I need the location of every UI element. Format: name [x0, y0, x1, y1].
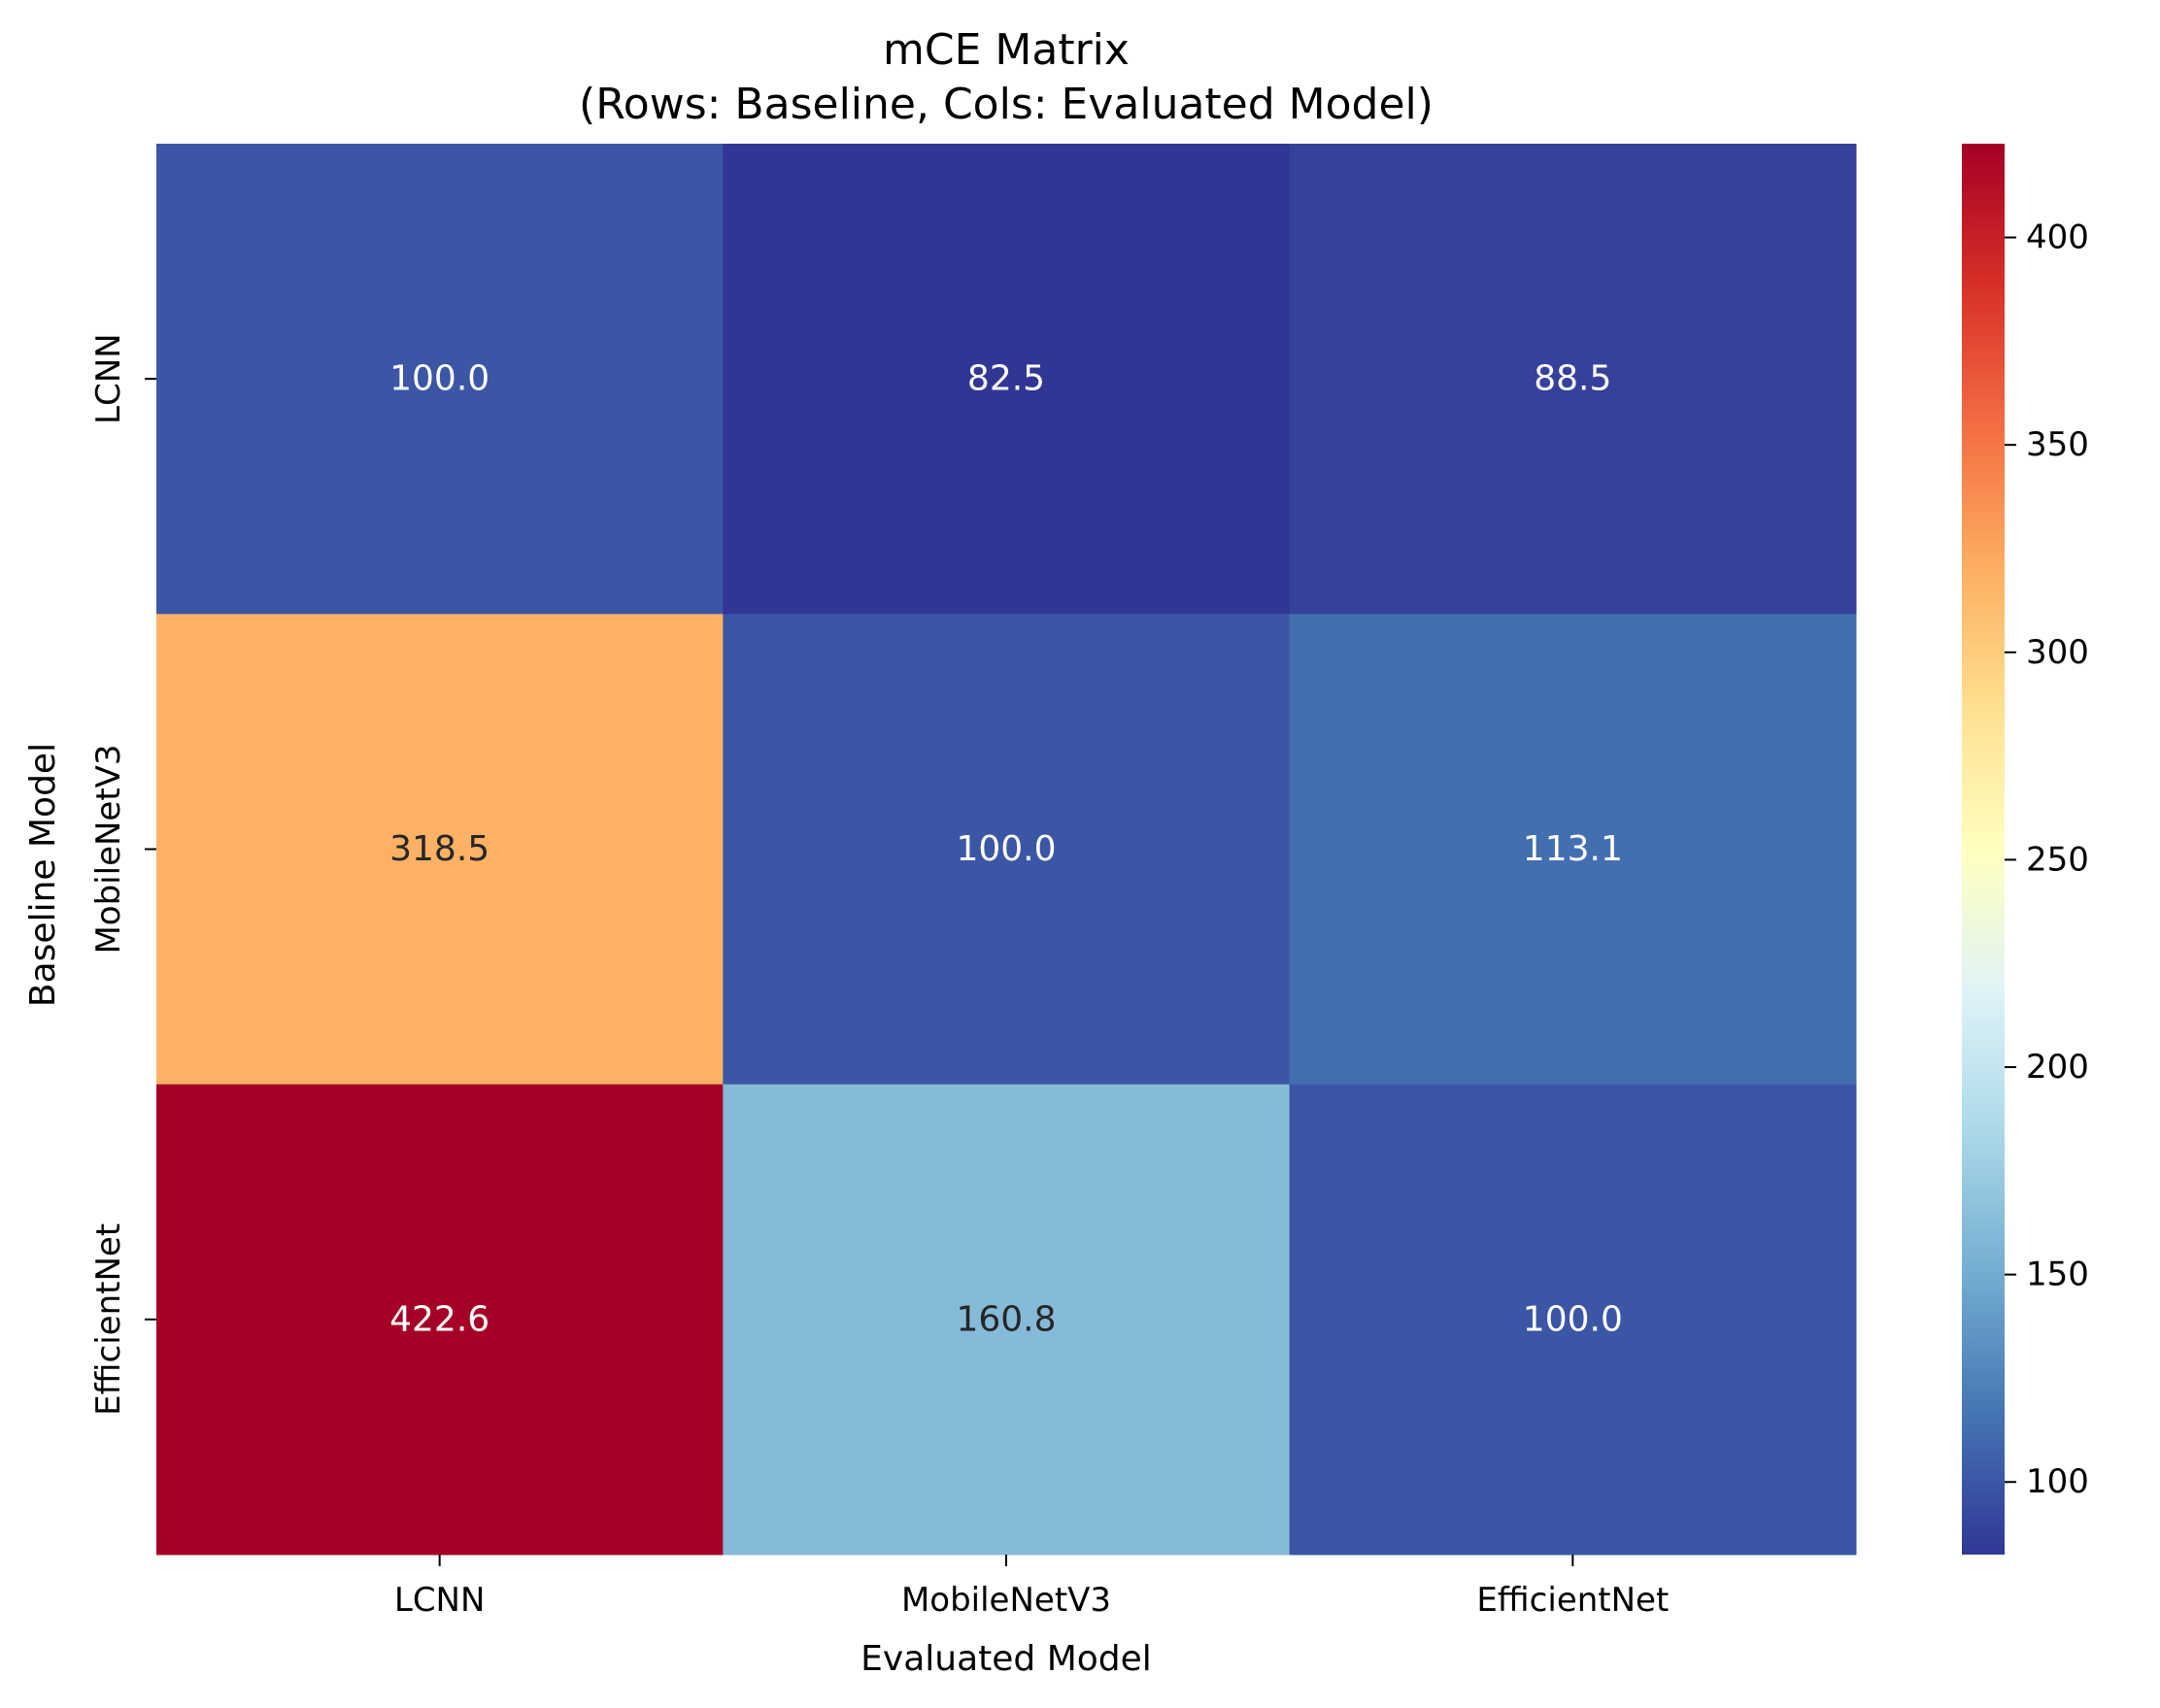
y-tick-label: MobileNetV3: [89, 744, 128, 954]
cell-value-label: 100.0: [1523, 1299, 1623, 1339]
heatmap-cell: [723, 144, 1291, 615]
x-tick-label: LCNN: [394, 1581, 486, 1620]
colorbar-tick-label: 400: [2026, 218, 2089, 257]
cell-value-label: 318.5: [389, 829, 489, 869]
colorbar-tick-label: 350: [2026, 425, 2089, 464]
cell-value-label: 160.8: [956, 1299, 1056, 1339]
cell-value-label: 422.6: [389, 1299, 489, 1339]
y-axis-label: Baseline Model: [23, 743, 63, 1007]
cell-value-label: 88.5: [1534, 359, 1611, 399]
x-axis-label: Evaluated Model: [861, 1639, 1152, 1679]
colorbar-tick-label: 300: [2026, 633, 2089, 672]
cell-value-label: 113.1: [1523, 829, 1623, 869]
colorbar-tick-label: 150: [2026, 1256, 2089, 1294]
chart-title-line-1: mCE Matrix: [883, 25, 1130, 75]
heatmap-cell: [1289, 614, 1857, 1086]
chart-title-line-2: (Rows: Baseline, Cols: Evaluated Model): [579, 80, 1434, 129]
x-tick-label: MobileNetV3: [901, 1581, 1111, 1620]
heatmap-cell: [1289, 1084, 1857, 1556]
heatmap-cell: [156, 144, 724, 615]
y-axis-ticks: LCNN MobileNetV3 EfficientNet: [89, 333, 156, 1416]
cell-value-label: 82.5: [967, 359, 1045, 399]
colorbar-tick-label: 250: [2026, 840, 2089, 879]
heatmap-cell: [723, 1084, 1291, 1556]
x-tick-label: EfficientNet: [1476, 1581, 1669, 1620]
cell-value-label: 100.0: [956, 829, 1056, 869]
heatmap-cell: [156, 614, 724, 1086]
heatmap-cell: [723, 614, 1291, 1086]
cell-value-label: 100.0: [389, 359, 489, 399]
colorbar: [1962, 144, 2005, 1555]
heatmap-cells: 100.0 82.5 88.5 318.5 100.0 113.1 422.6 160.8 10…: [156, 144, 1857, 1556]
heatmap-cell: [1289, 144, 1857, 615]
colorbar-tick-label: 100: [2026, 1462, 2089, 1501]
heatmap-cell: [156, 1084, 724, 1556]
y-tick-label: EfficientNet: [89, 1223, 128, 1416]
x-axis-ticks: LCNN MobileNetV3 EfficientNet: [394, 1555, 1669, 1620]
colorbar-ticks: 100 150 200 250 300 350 400: [2005, 218, 2089, 1501]
y-tick-label: LCNN: [89, 333, 128, 424]
colorbar-tick-label: 200: [2026, 1048, 2089, 1087]
